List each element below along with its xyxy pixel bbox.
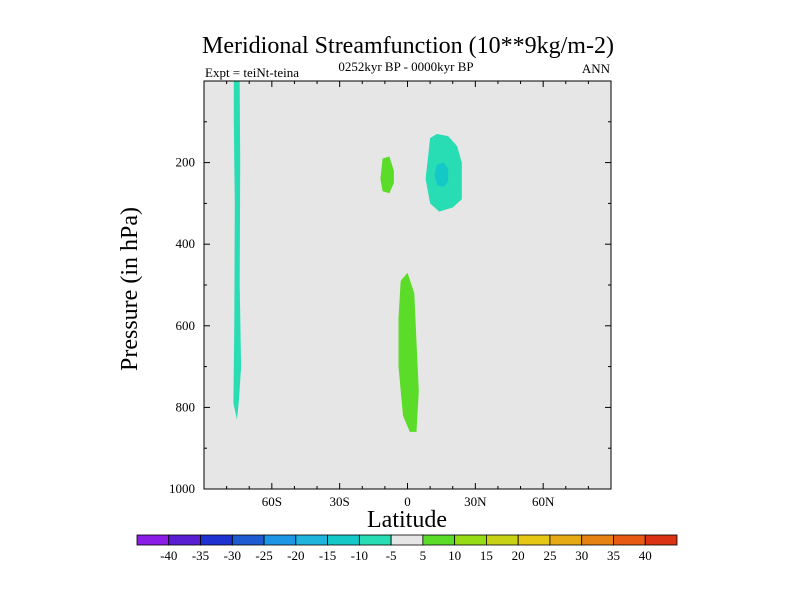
colorbar-label: 25 xyxy=(543,548,556,563)
colorbar-label: -40 xyxy=(160,548,177,563)
chart-subtitle: 0252kyr BP - 0000kyr BP xyxy=(338,59,473,74)
colorbar-box xyxy=(454,534,487,546)
colorbar-label: -5 xyxy=(386,548,397,563)
colorbar-box xyxy=(200,534,233,546)
colorbar-box xyxy=(263,534,297,546)
contour-pos-column-arctic xyxy=(556,81,559,445)
contour-pos-column-north xyxy=(514,244,524,453)
y-tick-label: 200 xyxy=(176,155,196,170)
x-tick-label: 30S xyxy=(330,494,350,509)
colorbar-box xyxy=(644,534,678,546)
colorbar-box xyxy=(613,534,646,546)
colorbar-box xyxy=(327,534,360,546)
colorbar-box xyxy=(168,534,201,546)
colorbar-box xyxy=(486,534,519,546)
colorbar-box xyxy=(231,534,265,546)
colorbar-label: -15 xyxy=(319,548,336,563)
x-tick-label: 30N xyxy=(464,494,487,509)
contour-layer xyxy=(233,81,559,471)
y-tick-label: 800 xyxy=(176,399,196,414)
colorbar-label: 10 xyxy=(448,548,461,563)
colorbar-label: -30 xyxy=(224,548,241,563)
colorbar-box xyxy=(422,534,456,546)
colorbar-box xyxy=(295,534,328,546)
colorbar-label: -25 xyxy=(255,548,272,563)
colorbar-box xyxy=(549,534,583,546)
x-tick-label: 0 xyxy=(404,494,411,509)
y-tick-label: 600 xyxy=(176,318,196,333)
y-tick-label: 1000 xyxy=(169,481,195,496)
colorbar-label: -20 xyxy=(287,548,304,563)
colorbar-label: 35 xyxy=(607,548,620,563)
colorbar-box xyxy=(581,534,614,546)
x-tick-label: 60S xyxy=(262,494,282,509)
x-tick-label: 60N xyxy=(532,494,555,509)
season-label: ANN xyxy=(582,61,611,76)
contour-pos-core-lower xyxy=(398,272,419,432)
colorbar-box xyxy=(390,534,424,546)
colorbar-label: -10 xyxy=(351,548,368,563)
colorbar-label: 5 xyxy=(420,548,427,563)
contour-neg-column-south xyxy=(233,81,242,420)
colorbar-box xyxy=(517,534,551,546)
x-axis-label: Latitude xyxy=(367,507,447,533)
colorbar-box xyxy=(136,534,170,546)
colorbar-label: 30 xyxy=(575,548,588,563)
axes: 60S 30S 0 30N 60N 200 400 600 800 1000 xyxy=(169,81,611,509)
colorbar-label: 20 xyxy=(512,548,525,563)
y-tick-label: 400 xyxy=(176,236,196,251)
chart-title: Meridional Streamfunction (10**9kg/m-2) xyxy=(202,33,614,59)
experiment-label: Expt = teiNt-teina xyxy=(205,65,299,80)
contour-pos-core-upper xyxy=(380,156,394,194)
contour-neg-core-upper xyxy=(434,162,449,188)
colorbar-label: 15 xyxy=(480,548,493,563)
colorbar-label: 40 xyxy=(639,548,652,563)
colorbar: -40 -35 -30 -25 -20 -15 -10 -5 5 10 15 20 25 30 35 40 xyxy=(136,534,678,563)
colorbar-box xyxy=(358,534,392,546)
y-axis-label: Pressure (in hPa) xyxy=(117,207,143,371)
colorbar-label: -35 xyxy=(192,548,209,563)
